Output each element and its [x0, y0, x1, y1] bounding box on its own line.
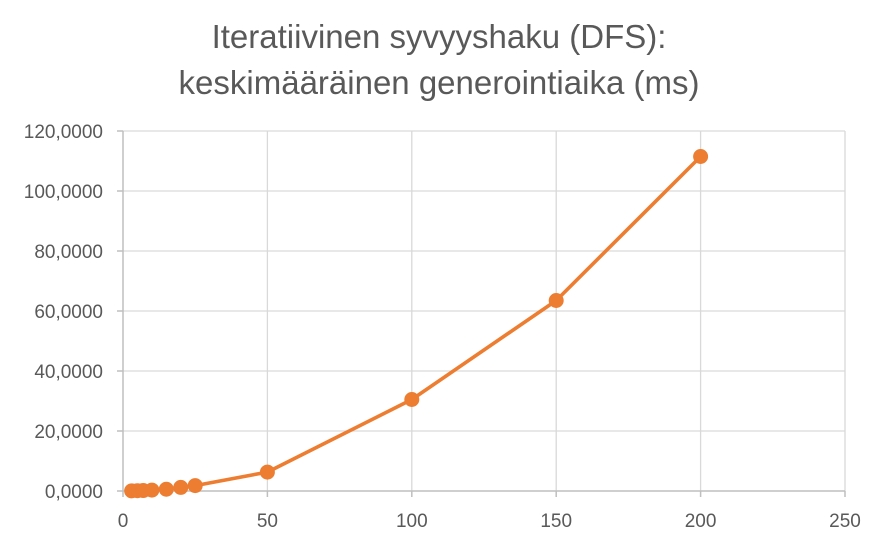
- y-tick-label: 0,0000: [45, 482, 103, 503]
- tick-labels: 0,0000 20,0000 40,0000 60,0000 80,0000 100,00…: [24, 122, 861, 532]
- y-tick-label: 120,0000: [24, 122, 103, 143]
- x-tick-label: 250: [829, 511, 861, 532]
- chart-title-line-2: keskimääräinen generointiaika (ms): [178, 64, 700, 101]
- x-tick-label: 100: [396, 511, 428, 532]
- data-series: [124, 149, 709, 499]
- axes: [117, 130, 846, 497]
- x-tick-label: 50: [257, 511, 278, 532]
- data-point: [693, 149, 709, 164]
- data-point: [404, 392, 420, 407]
- data-point: [144, 482, 160, 498]
- data-point: [158, 481, 174, 497]
- y-tick-label: 80,0000: [34, 242, 103, 263]
- x-tick-label: 150: [540, 511, 572, 532]
- y-tick-label: 60,0000: [34, 302, 103, 323]
- y-tick-label: 40,0000: [34, 362, 103, 383]
- chart-title-line-1: Iteratiivinen syvyyshaku (DFS):: [211, 18, 667, 55]
- grid-lines: [123, 130, 846, 491]
- data-point: [173, 479, 189, 495]
- y-tick-label: 20,0000: [34, 422, 103, 443]
- data-point: [187, 478, 203, 494]
- data-point: [548, 293, 564, 308]
- x-tick-label: 200: [685, 511, 717, 532]
- x-tick-label: 0: [118, 511, 129, 532]
- chart-title: Iteratiivinen syvyyshaku (DFS): keskimää…: [0, 14, 878, 106]
- y-tick-label: 100,0000: [24, 182, 103, 203]
- data-point: [259, 464, 275, 480]
- series-line: [129, 154, 703, 493]
